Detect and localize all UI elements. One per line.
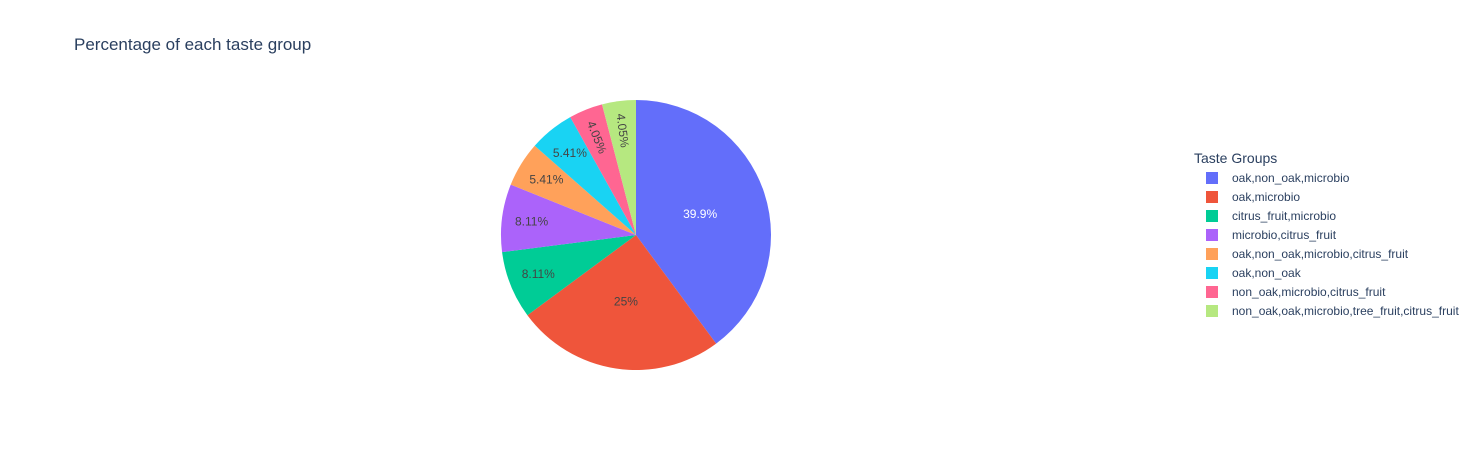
pie-slice-label: 8.11% bbox=[515, 215, 548, 229]
pie-slice-citrus-fruit-microbio bbox=[502, 235, 636, 316]
legend-swatch[interactable] bbox=[1206, 248, 1218, 260]
legend-item-label[interactable]: oak,non_oak,microbio,citrus_fruit bbox=[1232, 247, 1409, 261]
legend-title: Taste Groups bbox=[1194, 150, 1277, 166]
chart-title: Percentage of each taste group bbox=[74, 35, 311, 54]
legend-swatch[interactable] bbox=[1206, 286, 1218, 298]
legend-item-label[interactable]: non_oak,oak,microbio,tree_fruit,citrus_f… bbox=[1232, 304, 1459, 318]
legend-swatch[interactable] bbox=[1206, 172, 1218, 184]
pie-slice-labels: 39.9%25%8.11%8.11%5.41%5.41%4.05% 4.05% bbox=[515, 113, 717, 309]
pie-slice-non-oak-microbio-citrus-fruit bbox=[570, 104, 636, 235]
pie-slice-oak-non-oak bbox=[534, 117, 636, 235]
pie-slice-label: 4.05% bbox=[614, 113, 632, 149]
pie-slice-label: 8.11% bbox=[522, 267, 555, 281]
pie-slice-oak-microbio bbox=[527, 235, 717, 371]
legend-swatch[interactable] bbox=[1206, 267, 1218, 279]
pie-slices bbox=[501, 100, 772, 371]
pie-slice-oak-non-oak-microbio-citrus-fruit bbox=[510, 145, 636, 235]
legend: Taste Groups oak,non_oak,microbio oak,mic… bbox=[1194, 150, 1459, 318]
legend-item-label[interactable]: non_oak,microbio,citrus_fruit bbox=[1232, 285, 1386, 299]
legend-swatch[interactable] bbox=[1206, 210, 1218, 222]
pie-slice-label: 25% bbox=[614, 295, 638, 309]
legend-swatch[interactable] bbox=[1206, 305, 1218, 317]
legend-item-label[interactable]: oak,non_oak,microbio bbox=[1232, 171, 1350, 185]
pie-slice-microbio-citrus-fruit bbox=[501, 184, 636, 253]
legend-swatch[interactable] bbox=[1206, 229, 1218, 241]
pie-slice-label: 5.41% bbox=[553, 146, 587, 160]
legend-item-label[interactable]: microbio,citrus_fruit bbox=[1232, 228, 1337, 242]
legend-items: oak,non_oak,microbio oak,microbio citrus_f… bbox=[1206, 171, 1459, 318]
pie-slice-label: 5.41% bbox=[529, 173, 563, 187]
legend-item-label[interactable]: oak,non_oak bbox=[1232, 266, 1302, 280]
pie-slice-non-oak-oak-microbio-tree-fruit-citrus-fruit bbox=[602, 100, 636, 235]
pie-slice-label: 39.9% bbox=[683, 207, 717, 221]
legend-item-label[interactable]: oak,microbio bbox=[1232, 190, 1300, 204]
pie-slice-oak-non-oak-microbio bbox=[636, 100, 772, 344]
legend-swatch[interactable] bbox=[1206, 191, 1218, 203]
legend-item-label[interactable]: citrus_fruit,microbio bbox=[1232, 209, 1336, 223]
